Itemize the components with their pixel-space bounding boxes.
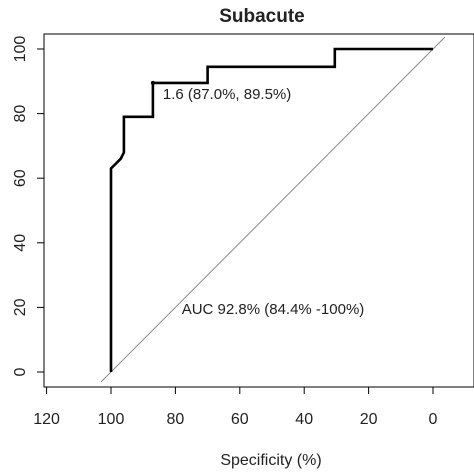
y-tick-label: 40	[12, 234, 29, 252]
y-tick-label: 80	[12, 105, 29, 123]
y-tick-label: 20	[12, 298, 29, 316]
x-tick-label: 40	[295, 411, 313, 428]
x-tick-label: 0	[429, 411, 438, 428]
threshold-label: 1.6 (87.0%, 89.5%)	[163, 86, 291, 103]
auc-annotation: AUC 92.8% (84.4% -100%)	[182, 301, 365, 318]
x-tick-label: 60	[231, 411, 249, 428]
y-tick-label: 60	[12, 169, 29, 187]
x-tick-label: 80	[167, 411, 185, 428]
y-axis: 0 20 40 60 80 100	[12, 36, 44, 376]
roc-curve	[109, 47, 433, 372]
x-axis-label: Specificity (%)	[220, 452, 321, 469]
x-tick-label: 100	[98, 411, 125, 428]
y-tick-label: 100	[12, 36, 29, 63]
x-axis: 120 100 80 60 40 20 0	[33, 387, 438, 428]
x-tick-label: 120	[33, 411, 60, 428]
x-tick-label: 20	[360, 411, 378, 428]
plot-frame	[43, 33, 474, 388]
chart-title: Subacute	[219, 6, 305, 27]
reference-diagonal	[100, 36, 446, 383]
threshold-point	[150, 80, 155, 85]
y-tick-label: 0	[12, 367, 29, 376]
